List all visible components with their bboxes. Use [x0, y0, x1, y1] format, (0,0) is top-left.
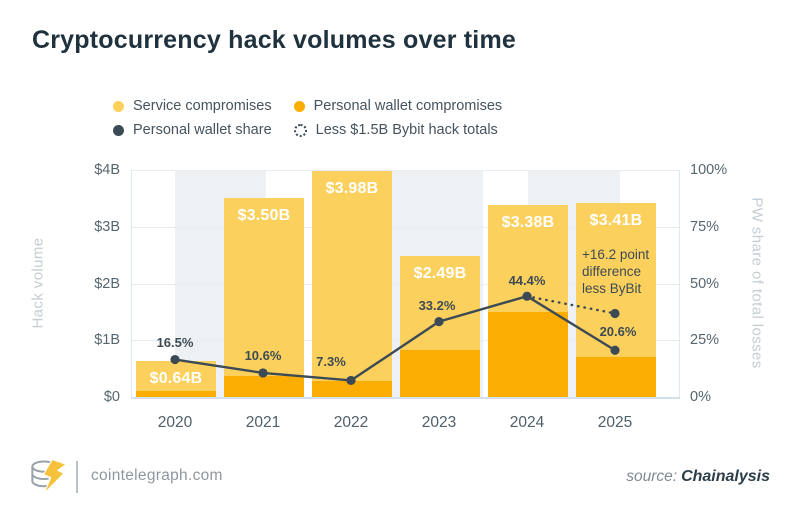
bar-2021: $3.50B	[224, 198, 304, 397]
bar-personal-wallet-segment	[312, 380, 392, 397]
bybit-annotation: +16.2 point difference less ByBit	[582, 246, 649, 297]
legend-row-2: Personal wallet share Less $1.5B Bybit h…	[113, 122, 498, 138]
less-bybit-dotted-line	[525, 295, 617, 315]
footer-divider	[76, 461, 78, 493]
right-axis-tick: 0%	[690, 389, 711, 405]
dotted-circle-icon	[293, 123, 307, 137]
bybit-annotation-line: less ByBit	[582, 281, 642, 296]
bar-personal-wallet-segment	[136, 390, 216, 397]
share-percent-label: 7.3%	[316, 354, 346, 370]
x-axis-label: 2020	[157, 414, 193, 431]
x-axis-label: 2024	[509, 414, 545, 431]
gridline	[132, 170, 679, 171]
legend-label: Personal wallet share	[133, 122, 272, 138]
share-point-marker	[434, 317, 444, 327]
share-percent-label: 33.2%	[418, 297, 456, 313]
bar-value-label: $2.49B	[413, 264, 467, 282]
x-axis-label: 2023	[421, 414, 457, 431]
bar-value-label: $3.50B	[237, 207, 291, 225]
share-line-chart	[170, 291, 620, 386]
plot-area: $0.64B $3.50B $3.98B $2.49B $3.38B $3.41B	[131, 170, 680, 399]
left-axis-tick: $3B	[94, 218, 120, 235]
bar-2022: $3.98B	[312, 171, 392, 397]
bar-value-label: $0.64B	[149, 369, 203, 387]
share-percent-label: 20.6%	[599, 324, 637, 340]
source-label: source:	[626, 468, 678, 485]
share-point-marker	[346, 375, 356, 386]
bar-value-label: $3.41B	[589, 212, 643, 230]
legend-item-service: Service compromises	[113, 98, 272, 114]
bybit-annotation-line: difference	[582, 264, 642, 279]
bar-value-label: $3.98B	[325, 180, 379, 198]
service-swatch-icon	[113, 100, 124, 112]
bar-2023: $2.49B	[400, 255, 480, 397]
left-axis-tick: $1B	[94, 332, 120, 349]
bar-value-label: $3.38B	[501, 214, 555, 232]
right-axis-tick: 50%	[690, 275, 720, 292]
personal-wallet-swatch-icon	[293, 100, 305, 112]
left-axis-tick: $2B	[94, 275, 120, 292]
right-axis-tick: 25%	[690, 332, 720, 349]
left-axis-tick: $4B	[94, 162, 120, 178]
bar-2025: $3.41B	[576, 203, 656, 397]
x-axis-label: 2021	[245, 414, 281, 431]
share-point-marker	[170, 354, 180, 365]
legend-item-wallet-share: Personal wallet share	[113, 122, 272, 138]
share-point-marker	[522, 291, 532, 301]
bar-personal-wallet-segment	[224, 376, 304, 397]
bar-personal-wallet-segment	[400, 349, 480, 397]
bybit-annotation-line: +16.2 point	[582, 247, 650, 262]
share-point-marker	[258, 368, 268, 378]
share-percent-label: 44.4%	[508, 273, 546, 289]
legend-item-less-bybit: Less $1.5B Bybit hack totals	[293, 122, 498, 138]
bar-2020: $0.64B	[136, 360, 216, 397]
page-title: Cryptocurrency hack volumes over time	[32, 26, 516, 54]
share-percent-label: 16.5%	[156, 334, 194, 350]
source-name: Chainalysis	[681, 468, 770, 485]
legend-label: Service compromises	[133, 98, 272, 114]
left-axis-title: Hack volume	[29, 237, 47, 329]
bar-2024: $3.38B	[488, 205, 568, 397]
bar-personal-wallet-segment	[488, 311, 568, 397]
bar-personal-wallet-segment	[576, 357, 656, 397]
share-percent-label: 10.6%	[244, 347, 282, 363]
gridline	[132, 226, 679, 228]
wallet-share-swatch-icon	[113, 124, 124, 136]
left-axis-tick: $0	[103, 389, 120, 405]
legend-row-1: Service compromises Personal wallet comp…	[113, 98, 502, 114]
site-name: cointelegraph.com	[91, 467, 223, 484]
share-line	[174, 294, 616, 382]
legend-label: Less $1.5B Bybit hack totals	[315, 122, 498, 138]
x-axis-label: 2022	[333, 414, 369, 431]
share-point-marker	[610, 345, 620, 355]
right-axis-tick: 100%	[690, 162, 728, 178]
share-point-marker	[610, 308, 620, 319]
x-axis-label: 2025	[597, 414, 633, 431]
cointelegraph-logo-icon	[31, 458, 68, 495]
right-axis-tick: 75%	[690, 218, 720, 235]
legend-item-personal-wallet: Personal wallet compromises	[293, 98, 503, 114]
legend-label: Personal wallet compromises	[313, 98, 503, 114]
source-attribution: source: Chainalysis	[626, 468, 770, 486]
